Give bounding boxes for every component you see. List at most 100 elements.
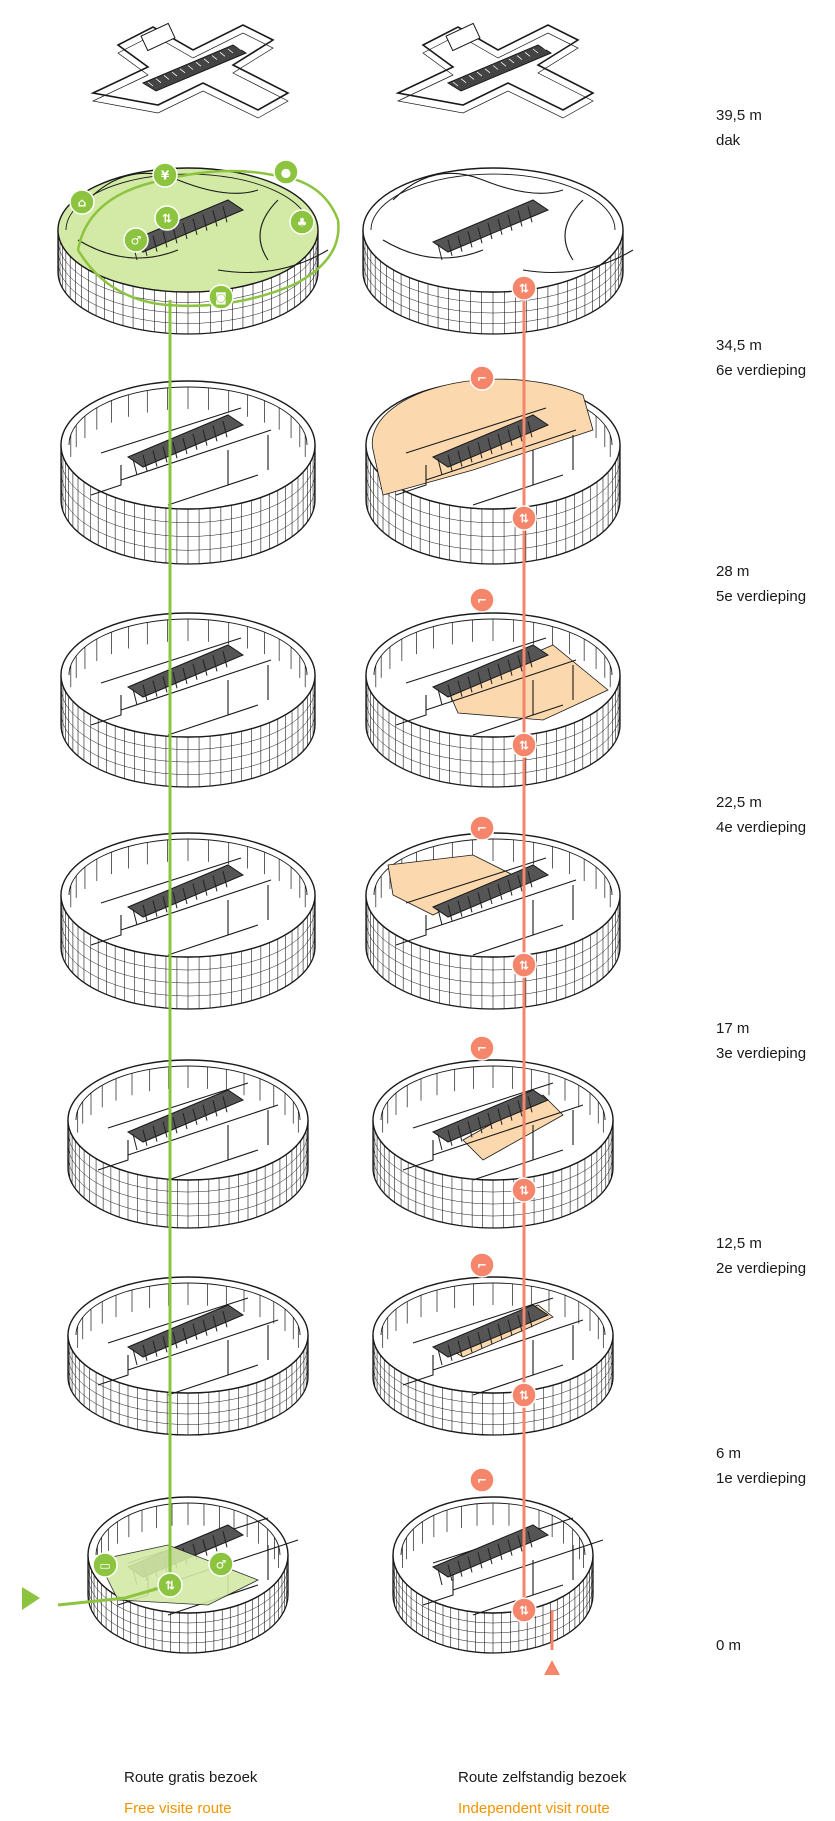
interior-wall: [432, 1319, 584, 1371]
level-height: 39,5 m: [716, 107, 762, 124]
core-hatch: [162, 446, 168, 463]
core-hatch: [467, 676, 473, 693]
building-core: [431, 1524, 550, 1586]
core-hatch: [487, 222, 493, 240]
interior-wall: [425, 879, 577, 931]
floor-disk-independent-1: [365, 378, 621, 565]
core-hatch: [222, 1311, 228, 1328]
core-hatch: [507, 1319, 513, 1336]
badge-circle: [511, 732, 537, 758]
core-hatch: [517, 1315, 523, 1332]
toilet-icon: ♂: [208, 1551, 234, 1577]
badge-glyph: ⇅: [519, 512, 529, 526]
core-hatch: [192, 218, 198, 235]
badge-circle: [157, 1572, 183, 1598]
core-hatch: [202, 1539, 208, 1556]
core-top: [126, 1304, 245, 1358]
building-core: [431, 644, 550, 706]
elevator-icon: ⇅: [511, 1597, 537, 1623]
elevator-icon: ⇅: [154, 205, 180, 231]
interior-wall: [120, 659, 272, 711]
core-hatch: [202, 214, 208, 231]
badge-circle: [123, 227, 149, 253]
core-hatch: [212, 1100, 218, 1117]
core-hatch: [172, 1332, 178, 1349]
interior-wall: [127, 1104, 279, 1156]
core-hatch: [507, 879, 513, 896]
core-hatch: [222, 1531, 228, 1548]
level-name: 5e verdieping: [716, 588, 807, 605]
level-name: 6e verdieping: [716, 362, 807, 379]
interior-wall: [87, 172, 259, 201]
elevator-icon: ⇅: [511, 1177, 537, 1203]
core-hatch: [152, 680, 158, 697]
badge-glyph: ▭: [99, 1559, 110, 1573]
core-hatch: [517, 1100, 523, 1117]
core-hatch: [202, 429, 208, 446]
interior-wall: [167, 474, 259, 506]
badge-circle: [511, 1597, 537, 1623]
roof-free-route: [90, 22, 290, 119]
elevator-icon: ⇅: [511, 275, 537, 301]
core-hatch: [172, 892, 178, 909]
ticket-icon: ▭: [92, 1552, 118, 1578]
building-core: [126, 1304, 245, 1366]
core-hatch: [467, 896, 473, 913]
interior-wall: [127, 1319, 279, 1371]
skylight-slat: [452, 81, 459, 87]
core-hatch: [222, 206, 228, 223]
core-hatch: [222, 1096, 228, 1113]
core-hatch: [497, 218, 503, 235]
interior-wall: [522, 249, 634, 274]
core-hatch: [457, 1340, 463, 1357]
camera-icon: ◙: [208, 284, 234, 310]
interior-wall: [425, 429, 577, 481]
interior-wall: [167, 1149, 259, 1181]
core-hatch: [527, 421, 533, 438]
skylight-slat: [235, 45, 242, 51]
core-hatch: [487, 667, 493, 685]
roof-independent-route: [395, 22, 595, 119]
roof-edge: [91, 32, 289, 119]
level-name: 1e verdieping: [716, 1470, 807, 1487]
level-label-3: 17 m 3e verdieping: [716, 1016, 806, 1066]
core-hatch: [457, 450, 463, 467]
stairs-icon: ⌐: [469, 1252, 495, 1278]
badge-circle: [273, 159, 299, 185]
badge-glyph: ⇅: [519, 1604, 529, 1618]
core-hatch: [457, 680, 463, 697]
entrance-arrow-icon: [544, 1660, 560, 1675]
interior-wall: [472, 924, 564, 956]
badge-circle: [152, 162, 178, 188]
skylight-slat: [492, 65, 499, 70]
elevator-icon: ⇅: [157, 1572, 183, 1598]
core-hatch: [487, 1112, 493, 1130]
badge-glyph: ⌐: [477, 594, 487, 608]
core-hatch: [527, 1311, 533, 1328]
level-label-5: 28 m 5e verdieping: [716, 559, 806, 609]
badge-glyph: ♂: [131, 234, 142, 248]
interior-wall: [432, 1104, 584, 1156]
core-hatch: [457, 235, 463, 252]
core-hatch: [457, 1125, 463, 1142]
stairs-icon: ⌐: [469, 1035, 495, 1061]
core-hatch: [477, 892, 483, 909]
skylight-slat: [195, 61, 202, 67]
core-hatch: [212, 210, 218, 227]
core-top: [126, 414, 245, 468]
core-hatch: [437, 1133, 443, 1151]
core-hatch: [132, 1133, 138, 1151]
level-height: 34,5 m: [716, 337, 762, 354]
building-core: [126, 644, 245, 706]
core-hatch: [497, 1108, 503, 1125]
core-hatch: [182, 437, 188, 455]
level-name: 2e verdieping: [716, 1260, 807, 1277]
core-hatch: [487, 437, 493, 455]
roof-hatch: [140, 22, 176, 52]
skylight-slat: [179, 68, 186, 74]
badge-circle: [469, 365, 495, 391]
badge-circle: [511, 1177, 537, 1203]
core-hatch: [507, 1539, 513, 1556]
core-hatch: [222, 651, 228, 668]
core-hatch: [507, 1104, 513, 1121]
